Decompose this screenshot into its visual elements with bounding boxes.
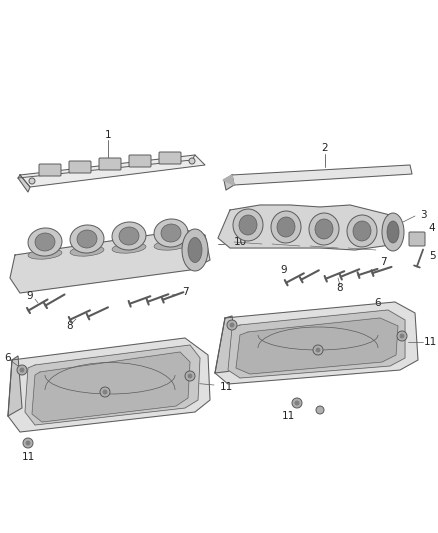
Circle shape [227, 320, 237, 330]
Polygon shape [8, 356, 22, 416]
Ellipse shape [119, 227, 139, 245]
Polygon shape [32, 352, 190, 422]
Ellipse shape [309, 213, 339, 245]
Circle shape [187, 374, 192, 378]
Ellipse shape [112, 222, 146, 250]
Ellipse shape [182, 229, 208, 271]
Text: 7: 7 [182, 287, 188, 297]
Text: 9: 9 [27, 291, 33, 301]
Ellipse shape [347, 215, 377, 247]
Circle shape [20, 367, 25, 373]
Circle shape [315, 348, 321, 352]
Polygon shape [25, 345, 200, 425]
Ellipse shape [35, 233, 55, 251]
Circle shape [294, 400, 300, 406]
Polygon shape [236, 318, 398, 374]
Text: 2: 2 [321, 143, 328, 153]
Ellipse shape [315, 219, 333, 239]
Polygon shape [218, 205, 400, 250]
Text: 5: 5 [429, 251, 435, 261]
Text: 6: 6 [4, 353, 11, 363]
Ellipse shape [70, 225, 104, 253]
Circle shape [292, 398, 302, 408]
Polygon shape [228, 310, 405, 378]
Text: 8: 8 [337, 283, 343, 293]
Ellipse shape [161, 224, 181, 242]
Polygon shape [232, 165, 412, 185]
Circle shape [189, 158, 195, 164]
Ellipse shape [28, 249, 62, 259]
Ellipse shape [277, 217, 295, 237]
Circle shape [17, 365, 27, 375]
Ellipse shape [387, 221, 399, 243]
Circle shape [100, 387, 110, 397]
FancyBboxPatch shape [129, 155, 151, 167]
Text: 11: 11 [219, 382, 233, 392]
Text: 1: 1 [105, 130, 111, 140]
Ellipse shape [382, 213, 404, 251]
Text: 8: 8 [67, 321, 73, 331]
Text: 4: 4 [429, 223, 435, 233]
Ellipse shape [154, 240, 188, 250]
Polygon shape [18, 175, 30, 192]
Text: 3: 3 [420, 210, 427, 220]
Circle shape [313, 345, 323, 355]
Polygon shape [223, 175, 234, 185]
Polygon shape [215, 316, 240, 373]
Polygon shape [224, 175, 234, 190]
Polygon shape [8, 338, 210, 432]
Circle shape [399, 334, 405, 338]
Circle shape [25, 440, 31, 446]
FancyBboxPatch shape [409, 232, 425, 246]
Text: 11: 11 [424, 337, 437, 347]
Ellipse shape [28, 228, 62, 256]
Polygon shape [215, 302, 418, 384]
Text: 7: 7 [380, 257, 386, 267]
Ellipse shape [112, 243, 146, 253]
Polygon shape [20, 155, 205, 187]
Ellipse shape [271, 211, 301, 243]
Text: 6: 6 [374, 298, 381, 308]
Circle shape [23, 438, 33, 448]
Circle shape [29, 178, 35, 184]
Ellipse shape [188, 238, 202, 262]
Polygon shape [10, 230, 210, 293]
FancyBboxPatch shape [69, 161, 91, 173]
Circle shape [230, 322, 234, 327]
Text: 11: 11 [21, 452, 35, 462]
Text: 10: 10 [233, 237, 247, 247]
Text: 11: 11 [281, 411, 295, 421]
Text: 9: 9 [281, 265, 287, 275]
Circle shape [185, 371, 195, 381]
Circle shape [397, 331, 407, 341]
FancyBboxPatch shape [159, 152, 181, 164]
FancyBboxPatch shape [39, 164, 61, 176]
Circle shape [102, 390, 107, 394]
Ellipse shape [233, 209, 263, 241]
Ellipse shape [70, 246, 104, 256]
Ellipse shape [154, 219, 188, 247]
Ellipse shape [353, 221, 371, 241]
FancyBboxPatch shape [99, 158, 121, 170]
Ellipse shape [77, 230, 97, 248]
Ellipse shape [239, 215, 257, 235]
Circle shape [316, 406, 324, 414]
